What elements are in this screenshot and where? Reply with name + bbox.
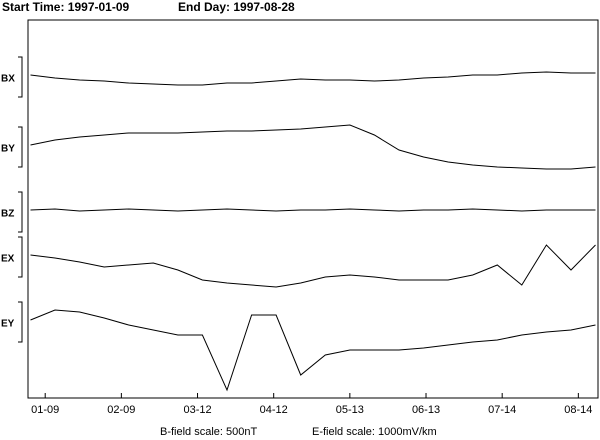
- series-line: [30, 124, 596, 170]
- x-tick-label: 05-13: [336, 404, 364, 416]
- x-tick-label: 01-09: [31, 404, 59, 416]
- series-line: [30, 208, 596, 212]
- series-bracket: [18, 126, 23, 168]
- x-tick-label: 06-13: [412, 404, 440, 416]
- chart-title: Start Time: 1997-01-09: [2, 0, 130, 14]
- series-bracket: [18, 301, 23, 343]
- series-bracket: [18, 191, 23, 233]
- plot-frame: [27, 19, 599, 399]
- series-label: BX: [1, 74, 15, 85]
- series-label: BY: [1, 144, 15, 155]
- series-line: [30, 309, 596, 392]
- series-label: BZ: [1, 209, 14, 220]
- x-tick-label: 08-14: [564, 404, 592, 416]
- series-bracket: [18, 56, 23, 98]
- series-bracket: [18, 236, 23, 278]
- series-line: [30, 244, 596, 288]
- chart-subtitle: End Day: 1997-08-28: [178, 0, 295, 14]
- x-tick-label: 04-12: [260, 404, 288, 416]
- x-tick-label: 07-14: [488, 404, 516, 416]
- series-label: EY: [1, 319, 15, 330]
- annotation: E-field scale: 1000mV/km: [312, 426, 437, 438]
- x-tick-label: 02-09: [107, 404, 135, 416]
- series-line: [30, 71, 596, 86]
- annotation: B-field scale: 500nT: [160, 426, 257, 438]
- series-label: EX: [1, 254, 15, 265]
- x-tick-label: 03-12: [183, 404, 211, 416]
